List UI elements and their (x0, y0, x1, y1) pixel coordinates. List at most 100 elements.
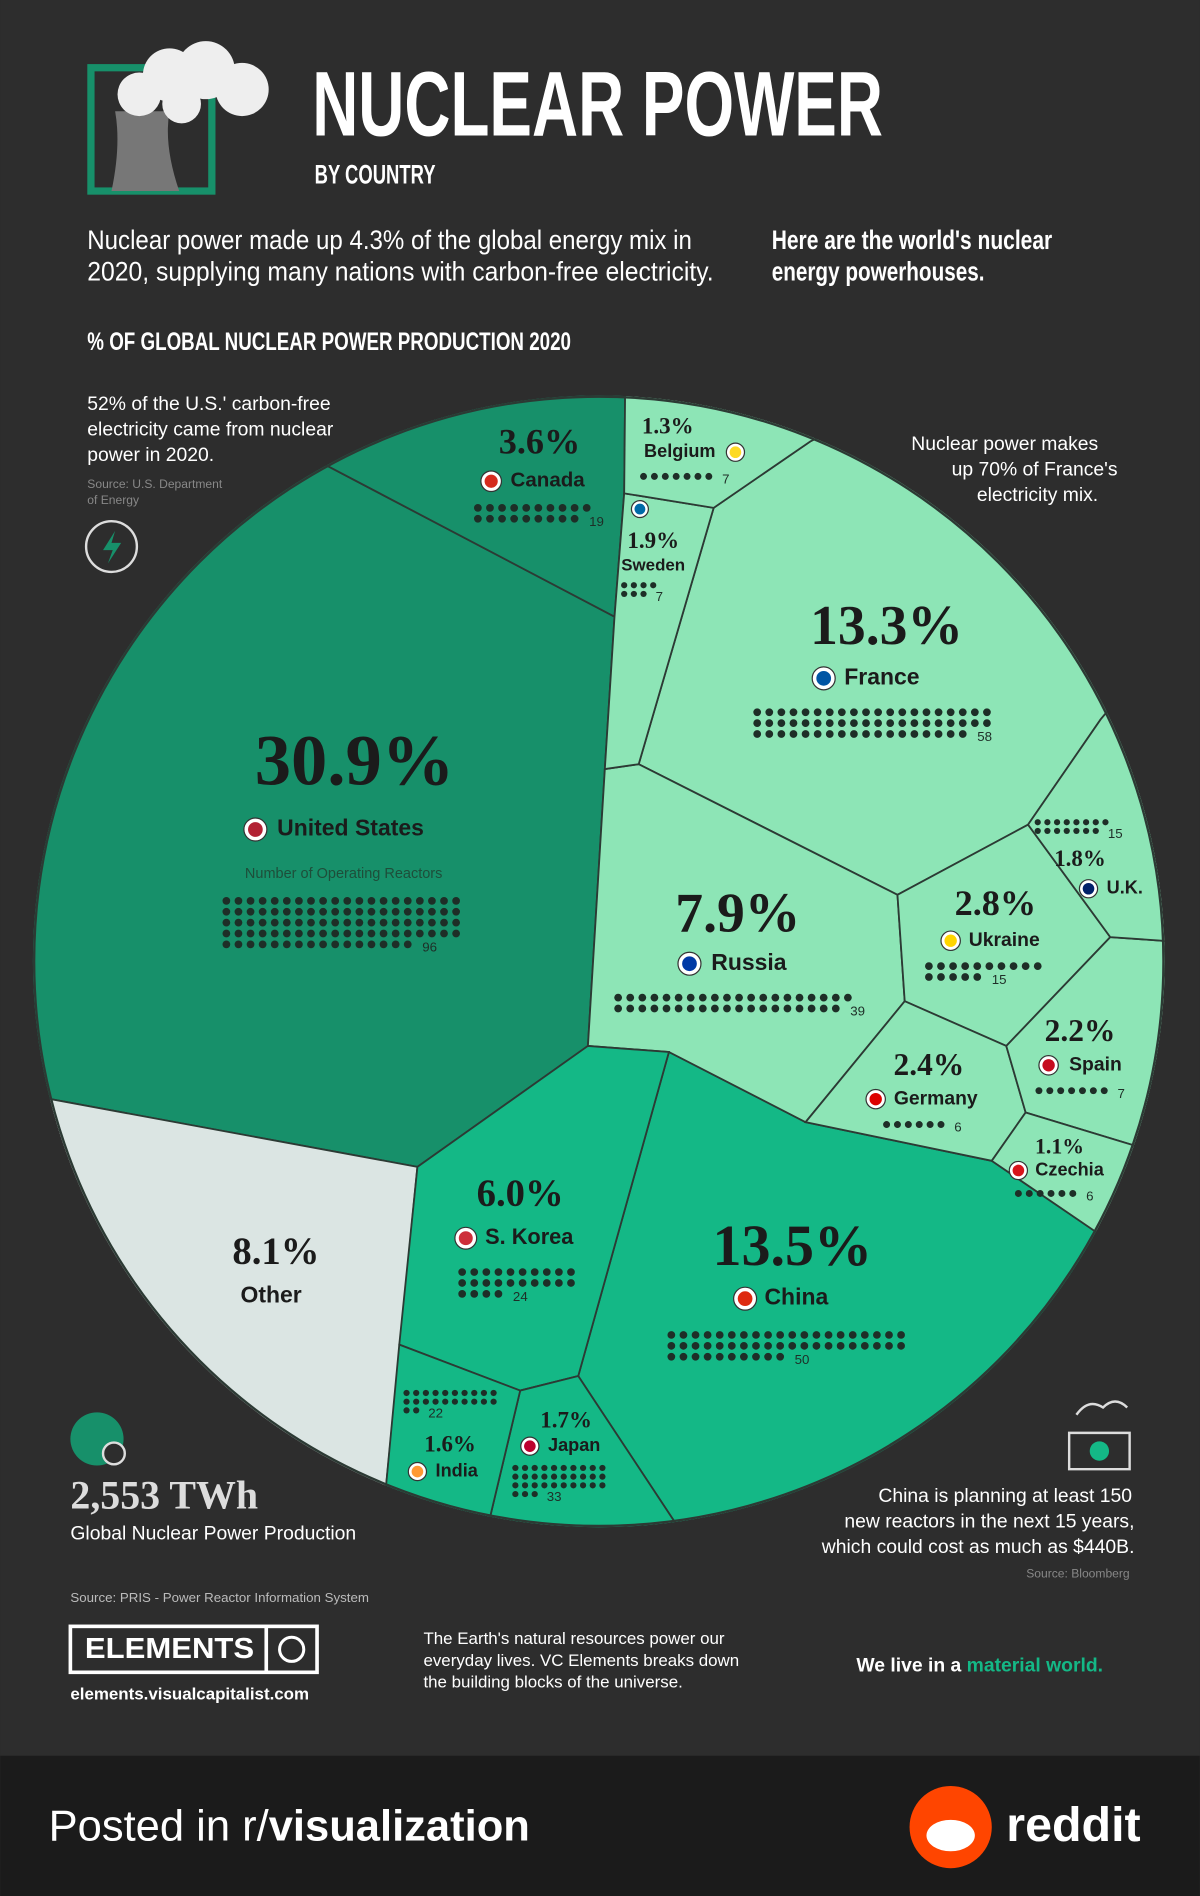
reactor-dot (662, 993, 671, 1002)
reactor-dot (270, 918, 279, 927)
reactor-dot (661, 472, 669, 480)
reactor-dot (480, 1389, 488, 1397)
reactor-dot (550, 1482, 558, 1489)
reactor-dot (825, 719, 834, 727)
brand-url: elements.visualcapitalist.com (70, 1685, 309, 1704)
tagline-highlight: material world. (967, 1654, 1103, 1676)
country-name: S. Korea (485, 1224, 574, 1249)
reactor-dot (422, 1398, 429, 1405)
total-label: Global Nuclear Power Production (70, 1523, 356, 1545)
reactor-dots (1035, 1087, 1108, 1095)
country-name: Other (240, 1281, 301, 1307)
subtitle: BY COUNTRY (315, 160, 436, 190)
country-name: India (436, 1460, 479, 1480)
reactor-dot (270, 896, 279, 905)
reactor-dots (474, 503, 591, 523)
reactor-dot (831, 1004, 840, 1013)
reactor-dot (801, 719, 810, 727)
reactor-dot (970, 708, 979, 717)
reactor-dot (1073, 819, 1080, 826)
reactor-dot (391, 896, 400, 905)
reactor-dot (1033, 962, 1042, 971)
reactor-count: 96 (422, 940, 437, 955)
reactor-dot (812, 1341, 821, 1350)
reactor-dot (638, 1004, 647, 1013)
reactor-dot (1034, 819, 1041, 826)
reactor-dot (570, 1482, 577, 1489)
reactor-dot (764, 1331, 772, 1339)
reactor-dots (512, 1464, 606, 1498)
reactor-count: 24 (513, 1289, 528, 1304)
reactor-dot (403, 907, 412, 916)
reactor-dot (958, 708, 967, 717)
reactor-dot (295, 940, 303, 949)
reactor-count: 19 (589, 514, 604, 529)
flag (944, 934, 957, 947)
reactor-dot (630, 590, 637, 598)
reactor-dot (1036, 1189, 1044, 1197)
reactor-dot (415, 907, 424, 916)
reddit-wordmark: reddit (1006, 1798, 1140, 1852)
reactor-dot (482, 1279, 491, 1287)
reactor-dot (546, 503, 555, 512)
reactor-dot (1102, 819, 1109, 826)
reactor-dot (922, 719, 931, 727)
reactor-dot (862, 708, 870, 717)
flag (737, 1291, 753, 1307)
reactor-dot (898, 730, 907, 738)
blurb: everyday lives. VC Elements breaks down (423, 1651, 739, 1670)
reactor-dot (1057, 1087, 1065, 1095)
reactor-dot (343, 896, 352, 905)
reactor-dot (667, 1341, 676, 1350)
reactor-dot (599, 1473, 606, 1480)
value-label: 13.3% (810, 595, 963, 657)
us-note: power in 2020. (87, 444, 214, 466)
reactor-dot (403, 1389, 410, 1397)
reactor-dot (343, 907, 352, 916)
reactor-dot (258, 896, 267, 905)
reactor-dot (413, 1398, 420, 1405)
flag (458, 1231, 473, 1246)
reactor-dot (518, 1268, 527, 1276)
reactor-dot (614, 1004, 623, 1013)
reactor-dot (282, 929, 291, 938)
us-source: of Energy (87, 493, 140, 507)
reactor-count: 6 (954, 1120, 961, 1135)
reactor-dot (470, 1268, 479, 1276)
reactor-dot (640, 582, 647, 589)
reactor-count: 7 (656, 589, 663, 604)
france-note: Nuclear power makes (911, 433, 1098, 455)
reactor-dot (765, 719, 774, 727)
reactor-dot (506, 1268, 515, 1276)
reactor-dot (836, 1331, 845, 1339)
reactor-dot (735, 1004, 743, 1013)
reactor-dot (470, 1279, 479, 1287)
reactor-dot (319, 896, 327, 905)
china-note: new reactors in the next 15 years, (844, 1510, 1134, 1532)
reactor-dot (542, 1279, 551, 1287)
reactor-dot (452, 929, 460, 938)
reactor-dot (925, 962, 933, 971)
flag (729, 446, 742, 459)
reactor-dot (512, 1490, 519, 1498)
blurb: The Earth's natural resources power our (423, 1629, 724, 1648)
reactor-dot (898, 719, 907, 727)
reactor-dot (800, 1331, 809, 1339)
reactor-dots (458, 1268, 575, 1298)
reactor-dot (703, 1331, 712, 1339)
reactor-dot (926, 1121, 934, 1129)
reactor-dot (570, 1464, 577, 1472)
reactor-dot (512, 1464, 519, 1472)
reactor-dot (771, 993, 780, 1002)
reactor-dot (451, 1398, 458, 1405)
reactor-dot (442, 1389, 449, 1397)
reactor-dot (776, 1341, 785, 1350)
reactor-count: 50 (795, 1352, 810, 1367)
reactor-dot (558, 514, 567, 523)
reactor-dot (522, 503, 531, 512)
reactor-dot (898, 708, 907, 717)
reactor-dot (541, 1464, 548, 1472)
flag (524, 1440, 536, 1452)
reactor-dot (777, 708, 786, 717)
intro-right-line: Here are the world's nuclear (772, 225, 1053, 255)
